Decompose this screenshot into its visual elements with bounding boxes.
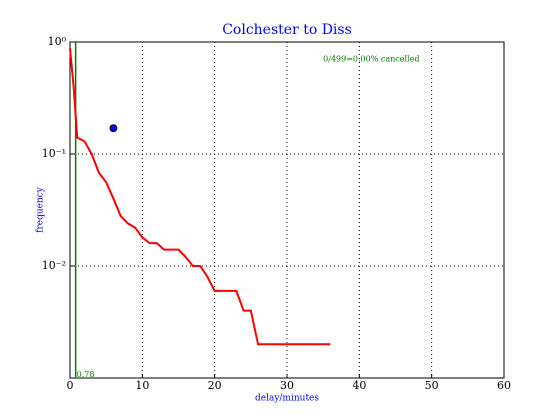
x-tick-label: 0 <box>67 379 74 392</box>
annotation: 0/499=0.00% cancelled <box>323 54 419 63</box>
y-tick-label: 10⁻¹ <box>42 147 66 160</box>
x-tick-label: 10 <box>135 379 149 392</box>
y-axis-label: frequency <box>36 186 46 233</box>
x-tick-label: 30 <box>280 379 294 392</box>
x-tick-label: 20 <box>208 379 222 392</box>
x-tick-label: 60 <box>497 379 511 392</box>
x-tick-label: 50 <box>425 379 439 392</box>
data-point <box>109 124 118 133</box>
chart-title: Colchester to Diss <box>222 22 352 38</box>
data-line <box>69 48 331 346</box>
x-axis-label: delay/minutes <box>255 394 319 404</box>
y-tick-label: 10⁻² <box>42 259 66 272</box>
y-tick-label: 10⁰ <box>48 35 67 48</box>
x-tick-label: 40 <box>352 379 366 392</box>
threshold-label: 0.78 <box>77 370 95 379</box>
